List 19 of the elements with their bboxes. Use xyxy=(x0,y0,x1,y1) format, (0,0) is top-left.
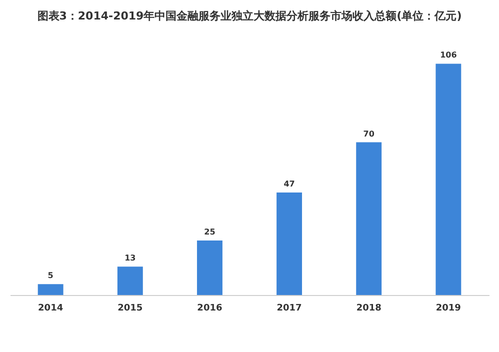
data-label: 47 xyxy=(284,179,295,188)
bar xyxy=(356,142,382,295)
x-tick-label: 2015 xyxy=(118,304,143,314)
bar xyxy=(196,240,222,295)
x-tick-label: 2016 xyxy=(197,304,222,314)
data-label: 13 xyxy=(124,254,136,263)
bar xyxy=(276,192,302,295)
data-label: 70 xyxy=(363,129,375,138)
chart-title: 图表3：2014-2019年中国金融服务业独立大数据分析服务市场收入总额(单位：亿元) xyxy=(37,10,462,23)
bar xyxy=(436,64,462,295)
data-label: 106 xyxy=(440,50,458,60)
x-tick-label: 2014 xyxy=(38,304,64,314)
bar xyxy=(117,266,143,295)
x-tick-label: 2017 xyxy=(276,304,302,314)
bar xyxy=(38,284,64,295)
x-tick-label: 2018 xyxy=(356,304,382,314)
data-label: 5 xyxy=(48,271,54,280)
x-tick-label: 2019 xyxy=(436,304,461,314)
data-label: 25 xyxy=(204,227,216,236)
